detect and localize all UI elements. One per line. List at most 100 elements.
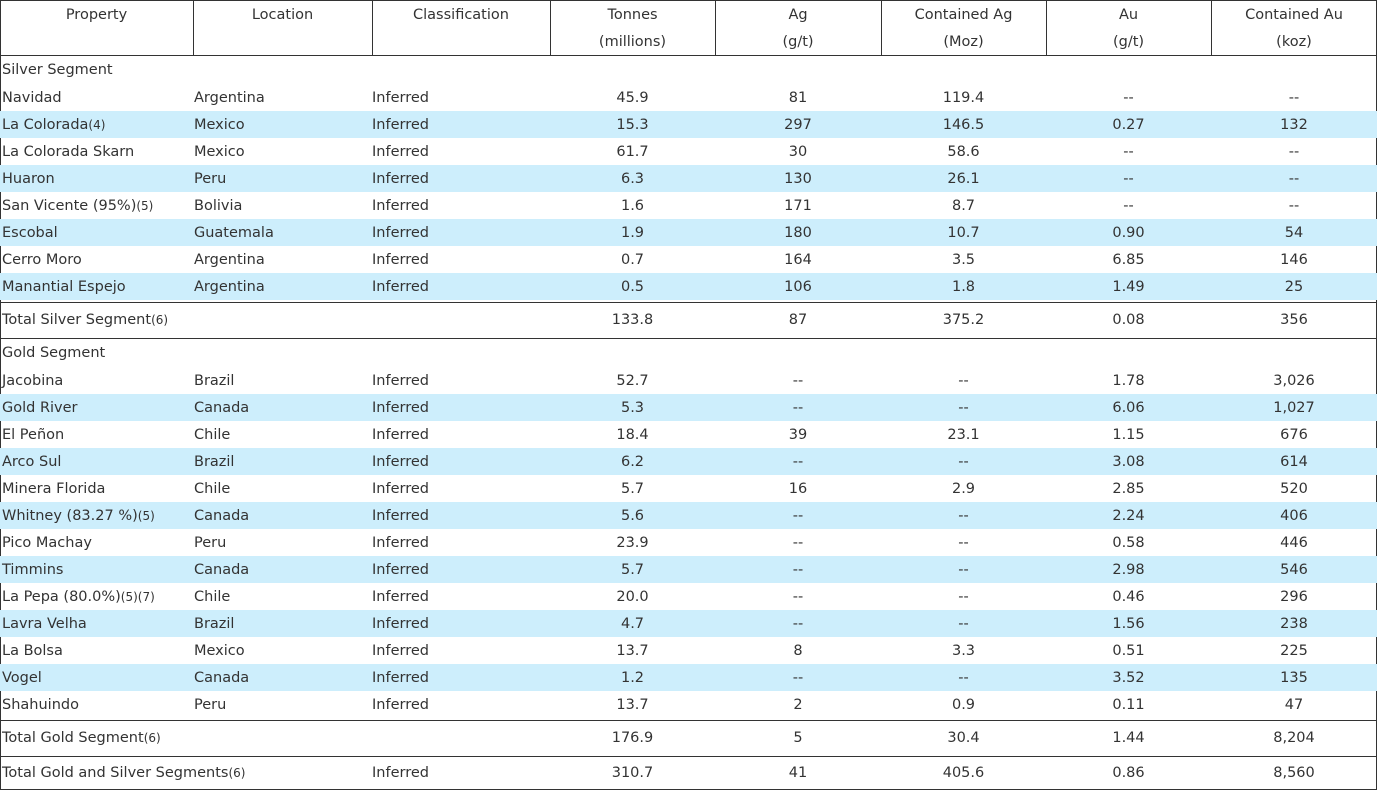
property-text: Total Gold Segment xyxy=(2,730,144,746)
value: 0.7 xyxy=(620,251,645,268)
footnote-ref: (5)(7) xyxy=(120,589,155,604)
value: -- xyxy=(1288,143,1300,160)
footnote-ref: (6) xyxy=(228,766,246,780)
value: 296 xyxy=(1280,588,1308,605)
row-highlight xyxy=(0,111,1377,138)
location: Brazil xyxy=(194,372,235,389)
row-highlight xyxy=(0,610,1377,637)
value: 54 xyxy=(1284,224,1304,241)
property-name: Gold River xyxy=(2,399,78,417)
total-rule xyxy=(0,302,1377,303)
classification: Inferred xyxy=(372,399,429,416)
property-name: La Bolsa xyxy=(2,642,63,660)
property-name: Huaron xyxy=(2,170,55,188)
value: 6.3 xyxy=(620,170,645,187)
value: 1.2 xyxy=(620,669,645,686)
property-name: Jacobina xyxy=(2,372,63,390)
value: 45.9 xyxy=(616,89,649,106)
location: Mexico xyxy=(194,116,245,133)
value: 3,026 xyxy=(1273,372,1315,389)
value: 171 xyxy=(784,197,812,214)
property-name: Manantial Espejo xyxy=(2,278,126,296)
classification: Inferred xyxy=(372,116,429,133)
value: 0.9 xyxy=(951,696,976,713)
value: 0.86 xyxy=(1112,765,1145,781)
classification: Inferred xyxy=(372,642,429,659)
classification: Inferred xyxy=(372,372,429,389)
row-highlight xyxy=(0,502,1377,529)
value: -- xyxy=(958,453,969,470)
section-title: Silver Segment xyxy=(2,62,113,78)
classification: Inferred xyxy=(372,170,429,187)
value: 4.7 xyxy=(620,615,645,632)
value: 6.2 xyxy=(620,453,645,470)
value: 2 xyxy=(793,696,803,713)
value: 520 xyxy=(1280,480,1308,497)
value: -- xyxy=(792,669,804,686)
header-text: (millions) xyxy=(598,34,667,50)
value: 8,560 xyxy=(1273,765,1315,781)
value: 3.5 xyxy=(951,251,976,268)
property-name: Pico Machay xyxy=(2,534,92,552)
location: Peru xyxy=(194,534,227,551)
property-name: Navidad xyxy=(2,89,62,107)
value: 375.2 xyxy=(942,312,985,328)
value: 406 xyxy=(1280,507,1308,524)
value: 106 xyxy=(784,278,812,295)
location: Canada xyxy=(194,507,250,524)
property-name: Timmins xyxy=(2,561,63,579)
classification: Inferred xyxy=(372,89,429,106)
value: 1,027 xyxy=(1273,399,1315,416)
value: -- xyxy=(792,615,804,632)
value: 1.8 xyxy=(951,278,976,295)
value: 146 xyxy=(1280,251,1308,268)
value: -- xyxy=(792,534,804,551)
header-text: Contained Ag xyxy=(914,7,1013,23)
property-text: Lavra Velha xyxy=(2,615,87,632)
value: 1.6 xyxy=(620,197,645,214)
property-text: Cerro Moro xyxy=(2,251,82,268)
value: 39 xyxy=(788,426,808,443)
property-text: Shahuindo xyxy=(2,696,79,713)
classification: Inferred xyxy=(372,534,429,551)
value: 23.1 xyxy=(947,426,980,443)
value: -- xyxy=(792,561,804,578)
value: 10.7 xyxy=(947,224,980,241)
header-rule xyxy=(0,55,1377,56)
property-text: Whitney (83.27 %) xyxy=(2,507,138,524)
value: 3.52 xyxy=(1112,669,1145,686)
value: 5.3 xyxy=(620,399,645,416)
value: -- xyxy=(958,507,969,524)
value: 41 xyxy=(788,765,808,781)
value: -- xyxy=(792,507,804,524)
value: 16 xyxy=(788,480,808,497)
value: 238 xyxy=(1280,615,1308,632)
value: 135 xyxy=(1280,669,1308,686)
location: Brazil xyxy=(194,453,235,470)
column-divider xyxy=(372,0,373,55)
property-name: Minera Florida xyxy=(2,480,105,498)
classification: Inferred xyxy=(372,507,429,524)
value: 5.7 xyxy=(620,480,645,497)
value: 25 xyxy=(1284,278,1304,295)
value: 5.7 xyxy=(620,561,645,578)
total-rule xyxy=(0,720,1377,721)
row-highlight xyxy=(0,664,1377,691)
location: Chile xyxy=(194,426,231,443)
value: 0.08 xyxy=(1112,312,1145,328)
header-text: Location xyxy=(251,7,314,23)
location: Peru xyxy=(194,170,227,187)
header-text: (g/t) xyxy=(1112,34,1145,50)
property-name: La Colorada Skarn xyxy=(2,143,134,161)
property-name: Cerro Moro xyxy=(2,251,82,269)
property-name: El Peñon xyxy=(2,426,64,444)
value: 180 xyxy=(784,224,812,241)
value: -- xyxy=(1288,170,1300,187)
property-name: La Pepa (80.0%)(5)(7) xyxy=(2,588,155,606)
property-name: Escobal xyxy=(2,224,58,242)
value: 0.58 xyxy=(1112,534,1145,551)
value: 0.27 xyxy=(1112,116,1145,133)
value: -- xyxy=(792,453,804,470)
value: 26.1 xyxy=(947,170,980,187)
value: 446 xyxy=(1280,534,1308,551)
